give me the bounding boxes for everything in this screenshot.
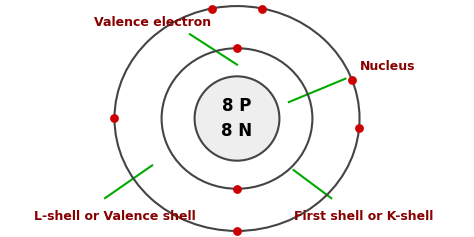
Text: First shell or K-shell: First shell or K-shell <box>293 210 433 223</box>
Text: L-shell or Valence shell: L-shell or Valence shell <box>35 210 196 223</box>
Point <box>259 7 266 10</box>
Point <box>355 126 363 130</box>
Point <box>233 46 241 50</box>
Text: Valence electron: Valence electron <box>94 16 211 29</box>
Point <box>348 78 356 82</box>
Point <box>111 117 118 120</box>
Point <box>233 229 241 233</box>
Point <box>208 7 215 10</box>
Ellipse shape <box>195 76 279 161</box>
Text: Nucleus: Nucleus <box>359 60 415 73</box>
Text: 8 P: 8 P <box>222 97 252 115</box>
Text: 8 N: 8 N <box>221 122 253 140</box>
Point <box>233 187 241 191</box>
